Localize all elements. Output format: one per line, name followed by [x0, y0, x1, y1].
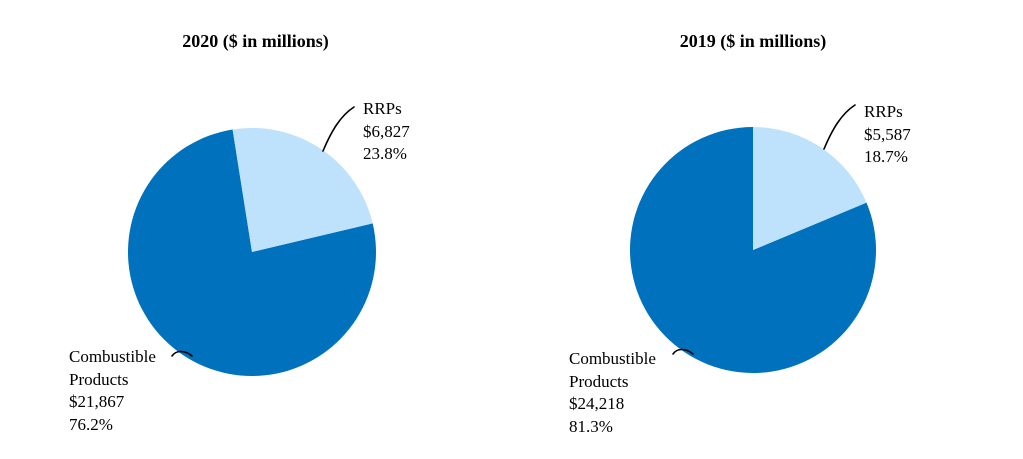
rrps-value: $5,587: [864, 124, 911, 144]
pie-2019: [630, 104, 877, 373]
rrps-name: RRPs: [864, 102, 903, 121]
rrps-value: $6,827: [363, 121, 410, 141]
rrps-name: RRPs: [363, 99, 402, 118]
combustible-percent: 76.2%: [69, 414, 113, 434]
pie-slice-rrps: [232, 128, 373, 252]
combustible-callout: Combustible Products $21,867 76.2%: [69, 346, 156, 436]
rrps-percent: 18.7%: [864, 147, 908, 166]
rrps-callout: RRPs $5,587 18.7%: [864, 101, 911, 169]
combustible-name-line2: Products: [569, 371, 629, 391]
pie-chart-2019: 2019 ($ in millions) RRPs $5,587 18.7% C…: [512, 0, 1023, 459]
chart-title-2020: 2020 ($ in millions): [182, 31, 329, 51]
rrps-percent: 23.8%: [363, 144, 407, 163]
combustible-leader-line: [672, 348, 694, 355]
combustible-value: $24,218: [569, 394, 625, 413]
pie-slice-combustible-products: [127, 129, 376, 377]
chart-title-2019: 2019 ($ in millions): [679, 31, 827, 51]
combustible-leader-line: [171, 350, 193, 357]
rrps-leader-line: [823, 104, 856, 150]
pie-slice-rrps: [753, 127, 867, 250]
pie-slice-combustible-products: [630, 127, 877, 373]
combustible-callout: Combustible Products $24,218 81.3%: [569, 348, 656, 438]
combustible-name-line1: Combustible: [69, 347, 156, 366]
rrps-callout: RRPs $6,827 23.8%: [363, 98, 410, 166]
combustible-value: $21,867: [69, 392, 125, 411]
rrps-leader-line: [322, 106, 355, 152]
combustible-name-line2: Products: [69, 369, 129, 389]
pie-2020: [127, 106, 376, 377]
combustible-name-line1: Combustible: [569, 349, 656, 368]
combustible-percent: 81.3%: [569, 416, 613, 436]
pie-chart-2020: 2020 ($ in millions) RRPs $6,827 23.8% C…: [0, 0, 511, 459]
